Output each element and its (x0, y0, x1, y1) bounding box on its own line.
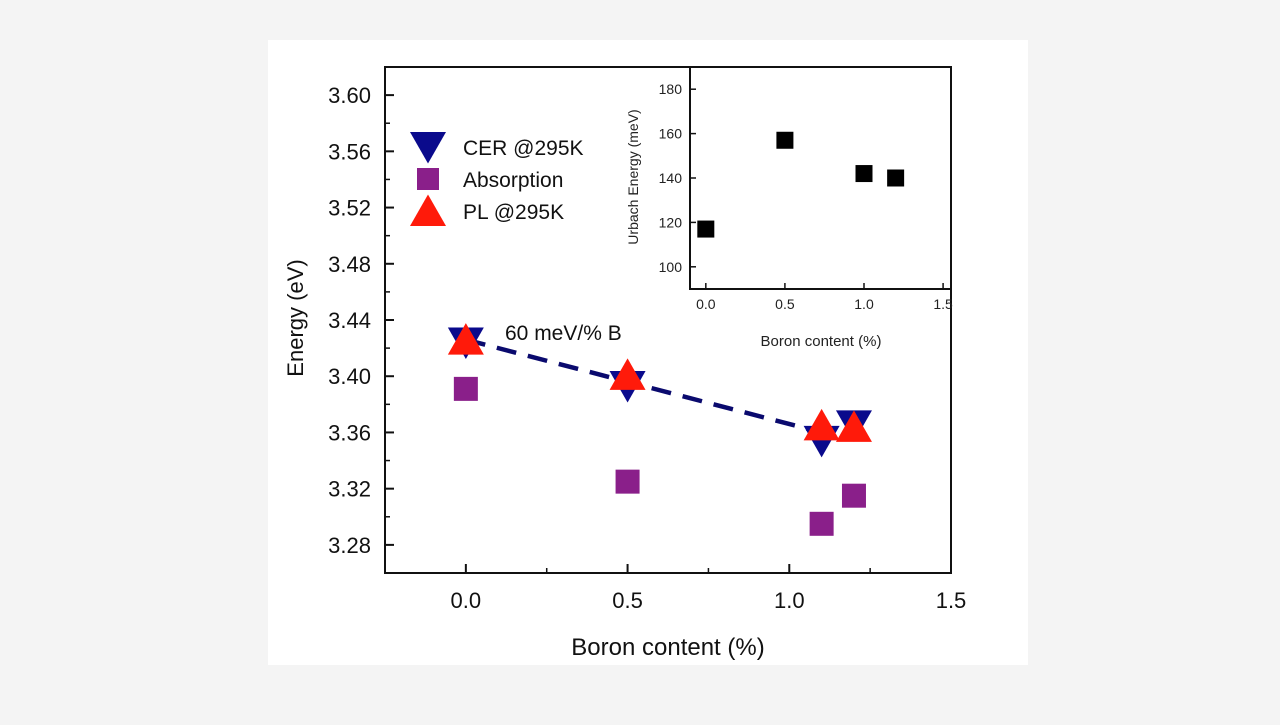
inset-x-axis-label: Boron content (%) (761, 333, 882, 350)
inset-ticks: 100 120 140 160 180 0.0 0.5 1.0 1.5 (659, 81, 953, 312)
data-point-square (809, 511, 834, 536)
inset-y-tick-label: 120 (659, 214, 683, 230)
main-y-tick-label: 3.36 (328, 420, 371, 445)
main-y-tick-label: 3.28 (328, 533, 371, 558)
legend-label: PL @295K (463, 201, 564, 224)
main-x-tick-label: 0.0 (451, 588, 482, 613)
main-y-tick-label: 3.44 (328, 308, 371, 333)
main-plot-frame (384, 66, 952, 574)
legend: CER @295K Absorption PL @295K (410, 132, 584, 226)
inset-y-tick-label: 180 (659, 81, 683, 97)
main-y-axis-label: Energy (eV) (283, 259, 308, 376)
legend-label: Absorption (463, 169, 563, 192)
inset-data-point (887, 169, 905, 187)
data-point-square (615, 469, 640, 494)
inset-background (690, 67, 951, 289)
inset-x-tick-label: 1.5 (933, 296, 953, 312)
inset-x-tick-label: 0.5 (775, 296, 795, 312)
inset-plot-frame (689, 66, 952, 290)
slope-annotation: 60 meV/% B (505, 322, 622, 345)
inset-y-tick-label: 160 (659, 126, 683, 142)
main-x-tick-label: 1.0 (774, 588, 805, 613)
legend-marker-triangle-down (410, 132, 446, 164)
inset-data-point (776, 131, 794, 149)
main-ticks: 3.28 3.32 3.36 3.40 3.44 3.48 3.52 3.56 3.60 0.0 0… (328, 83, 966, 613)
main-fit-line-group (465, 337, 823, 435)
data-point-triangle-up (803, 408, 840, 441)
data-point-triangle-up (447, 323, 484, 355)
main-y-tick-label: 3.32 (328, 477, 371, 502)
main-y-tick-label: 3.60 (328, 83, 371, 108)
legend-marker-square (417, 168, 439, 190)
main-x-axis-label: Boron content (%) (571, 634, 764, 661)
data-point-triangle-up (835, 410, 872, 442)
main-x-tick-label: 1.5 (936, 588, 967, 613)
main-y-tick-label: 3.48 (328, 252, 371, 277)
inset-y-tick-label: 100 (659, 259, 683, 275)
inset-points (697, 131, 905, 238)
data-point-square (453, 376, 478, 401)
main-y-tick-label: 3.52 (328, 196, 371, 221)
fit-line (465, 337, 823, 435)
inset-data-point (697, 220, 715, 238)
legend-marker-triangle-up (410, 194, 446, 226)
inset-data-point (855, 165, 873, 183)
data-point-triangle-up (609, 358, 646, 390)
main-points (447, 323, 872, 536)
main-x-tick-label: 0.5 (612, 588, 643, 613)
inset-y-tick-label: 140 (659, 170, 683, 186)
main-y-tick-label: 3.40 (328, 364, 371, 389)
inset-x-tick-label: 0.0 (696, 296, 716, 312)
data-point-square (841, 483, 866, 508)
main-y-tick-label: 3.56 (328, 139, 371, 164)
inset-y-axis-label: Urbach Energy (meV) (625, 109, 641, 244)
inset-x-tick-label: 1.0 (854, 296, 874, 312)
legend-label: CER @295K (463, 137, 584, 160)
